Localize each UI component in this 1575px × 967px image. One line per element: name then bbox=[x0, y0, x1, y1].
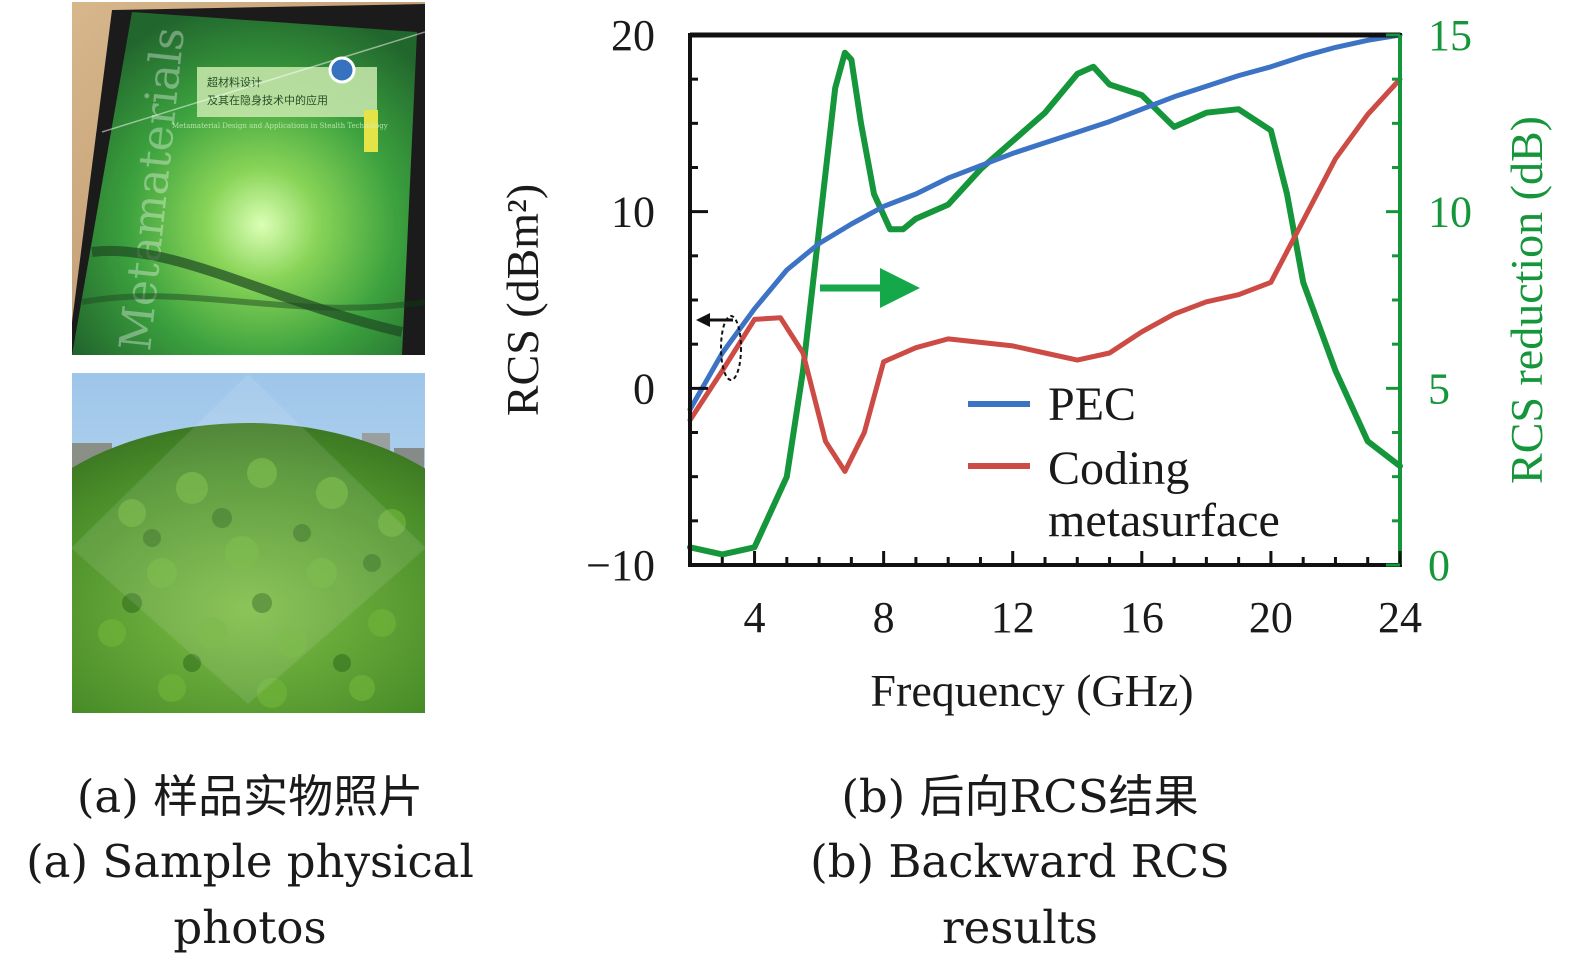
legend-label-coding-line2: metasurface bbox=[1048, 494, 1280, 547]
caption-b-en-line2: results bbox=[942, 900, 1098, 954]
caption-a-en-line2: photos bbox=[173, 900, 327, 954]
y2-ticks: 0 5 10 15 bbox=[1386, 11, 1472, 590]
y-tick-label: −10 bbox=[586, 541, 655, 590]
y-axis-title: RCS (dBm²) bbox=[497, 184, 548, 416]
y2-tick-label: 15 bbox=[1428, 11, 1472, 60]
y-tick-label: 10 bbox=[611, 188, 655, 237]
y-ticks: −10 0 10 20 bbox=[586, 11, 708, 590]
legend-label-pec: PEC bbox=[1048, 378, 1136, 431]
caption-a: (a) 样品实物照片 (a) Sample physical photos bbox=[0, 764, 500, 960]
y2-tick-label: 10 bbox=[1428, 188, 1472, 237]
x-tick-label: 20 bbox=[1249, 593, 1293, 642]
series-line-0 bbox=[687, 32, 1403, 412]
x-tick-label: 16 bbox=[1120, 593, 1164, 642]
x-tick-label: 4 bbox=[744, 593, 766, 642]
plot-lines bbox=[687, 32, 1403, 558]
right-axis-arrowhead bbox=[880, 268, 920, 308]
book-subtitle: Metamaterial Design and Applications in … bbox=[172, 122, 388, 130]
plant-photo bbox=[72, 373, 425, 713]
caption-b-cn: (b) 后向RCS结果 bbox=[841, 770, 1199, 823]
x-tick-label: 12 bbox=[991, 593, 1035, 642]
legend-label-coding-line1: Coding bbox=[1048, 442, 1189, 495]
x-tick-label: 8 bbox=[873, 593, 895, 642]
book-photo: 超材料设计 及其在隐身技术中的应用 Metamaterials Metamate… bbox=[72, 2, 425, 355]
caption-b: (b) 后向RCS结果 (b) Backward RCS results bbox=[770, 764, 1270, 960]
caption-b-en-line1: (b) Backward RCS bbox=[810, 835, 1230, 889]
y2-tick-label: 0 bbox=[1428, 541, 1450, 590]
x-axis-title: Frequency (GHz) bbox=[870, 665, 1193, 716]
pec-marker-ellipse bbox=[720, 315, 742, 381]
x-ticks: 4 8 12 16 20 24 bbox=[688, 551, 1422, 642]
series-line-1 bbox=[687, 76, 1403, 474]
series-line-2 bbox=[687, 49, 1403, 558]
left-axis-arrowhead bbox=[696, 313, 710, 327]
x-tick-label: 24 bbox=[1378, 593, 1422, 642]
y2-axis-title: RCS reduction (dB) bbox=[1501, 116, 1552, 484]
book-title-line2: 及其在隐身技术中的应用 bbox=[207, 93, 328, 107]
plant-photo-image bbox=[72, 373, 425, 713]
y-tick-label: 0 bbox=[633, 364, 655, 413]
book-title-line1: 超材料设计 bbox=[207, 75, 262, 89]
book-photo-image: 超材料设计 及其在隐身技术中的应用 Metamaterials Metamate… bbox=[72, 2, 425, 355]
y2-tick-label: 5 bbox=[1428, 364, 1450, 413]
caption-a-en-line1: (a) Sample physical bbox=[26, 835, 474, 889]
y-tick-label: 20 bbox=[611, 11, 655, 60]
caption-a-cn: (a) 样品实物照片 bbox=[76, 770, 424, 823]
